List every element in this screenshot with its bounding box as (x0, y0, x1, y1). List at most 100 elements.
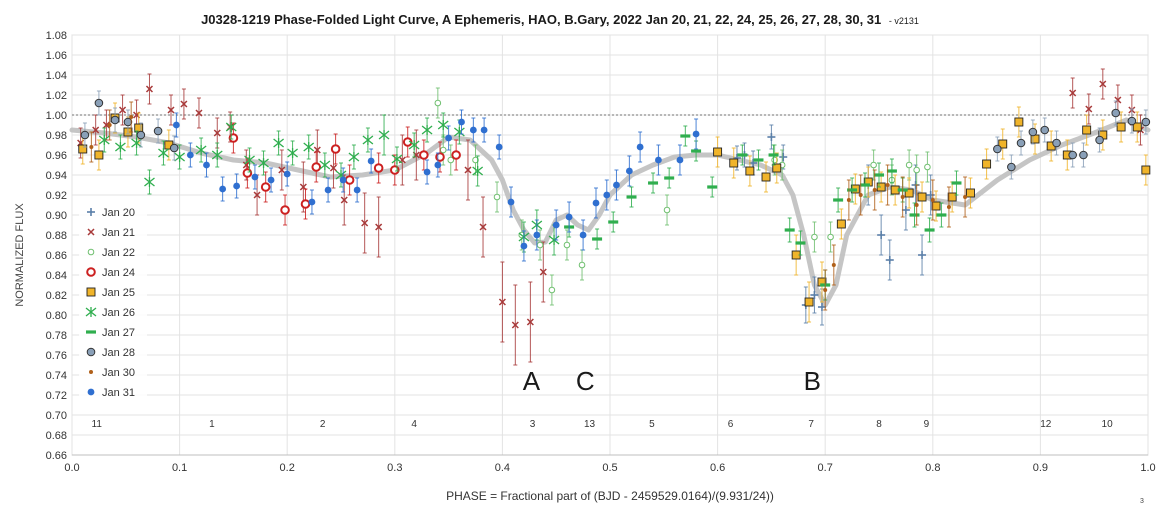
data-point (136, 130, 146, 140)
chart-title: J0328-1219 Phase-Folded Light Curve, A E… (201, 12, 919, 27)
data-point (823, 288, 828, 292)
data-point (603, 191, 611, 199)
data-point (511, 321, 519, 329)
data-point (874, 173, 884, 177)
data-point (768, 153, 779, 157)
data-point (300, 199, 311, 209)
data-point (211, 150, 223, 160)
data-point (707, 185, 718, 189)
data-point (174, 152, 186, 162)
y-tick-label: 1.00 (46, 110, 67, 122)
data-point (1085, 105, 1093, 113)
legend-marker (87, 388, 95, 396)
y-tick-label: 0.88 (46, 230, 67, 242)
data-point (565, 213, 573, 221)
data-point (330, 144, 341, 154)
data-point (172, 121, 180, 129)
data-point (691, 149, 702, 153)
data-point (1099, 80, 1107, 88)
legend-marker (87, 228, 95, 236)
data-point (914, 203, 919, 207)
data-point (885, 183, 890, 187)
data-point (225, 122, 237, 132)
legend-item: Jan 26 (85, 307, 135, 319)
legend-item: Jan 25 (86, 287, 135, 299)
data-point (195, 145, 207, 155)
data-point (308, 198, 316, 206)
data-point (1014, 117, 1024, 127)
data-point (324, 186, 332, 194)
legend-box (79, 200, 147, 404)
data-point (877, 231, 886, 239)
data-point (817, 303, 826, 311)
x-axis-title: PHASE = Fractional part of (BJD - 245952… (446, 489, 774, 503)
data-point (480, 126, 488, 134)
data-point (913, 166, 920, 174)
data-point (472, 156, 479, 164)
x-tick-label: 0.9 (1033, 462, 1048, 474)
data-point (278, 166, 286, 174)
x-tick-label: 0.2 (280, 462, 295, 474)
y-tick-label: 0.90 (46, 210, 67, 222)
legend: Jan 20 Jan 21 Jan 22 Jan 24 Jan 25 Jan 26 Jan … (79, 200, 147, 404)
x-tick-label: 1.0 (1140, 462, 1155, 474)
data-point (904, 188, 914, 198)
data-point (303, 142, 315, 152)
legend-marker (86, 287, 96, 297)
data-point (951, 181, 962, 185)
y-tick-label: 0.96 (46, 150, 67, 162)
data-point (536, 241, 544, 249)
segment-label: 1 (209, 419, 215, 430)
data-point (110, 115, 120, 125)
data-point (1141, 117, 1151, 127)
data-point (311, 162, 322, 172)
data-point (203, 161, 210, 169)
legend-label: Jan 22 (102, 247, 135, 259)
data-point (749, 159, 758, 167)
data-point (329, 164, 337, 172)
data-point (267, 176, 275, 184)
data-point (340, 196, 348, 204)
data-point (779, 153, 788, 161)
legend-item: Jan 20 (87, 207, 135, 219)
data-point (947, 192, 957, 202)
data-point (847, 188, 858, 192)
data-point (936, 213, 947, 217)
data-point (439, 146, 447, 154)
data-point (909, 213, 920, 217)
data-point (846, 198, 851, 202)
data-point (905, 161, 913, 169)
data-point (102, 121, 110, 129)
data-point (753, 158, 764, 162)
data-point (804, 297, 814, 307)
data-point (219, 185, 227, 193)
y-tick-label: 0.78 (46, 330, 67, 342)
chart-version: - v2131 (889, 16, 919, 26)
data-point (244, 155, 255, 165)
data-point (827, 233, 834, 241)
data-point (78, 144, 88, 154)
data-point (526, 318, 534, 326)
footnote: 3 (1140, 498, 1144, 505)
legend-marker (86, 347, 96, 357)
data-point (186, 151, 194, 159)
data-point (592, 237, 603, 241)
data-point (692, 130, 700, 138)
data-point (901, 206, 910, 214)
data-point (233, 182, 241, 190)
segment-label: 11 (92, 419, 103, 430)
x-tick-label: 0.1 (172, 462, 187, 474)
data-point (119, 106, 127, 114)
data-point (80, 130, 90, 140)
data-point (1095, 135, 1104, 145)
data-point (144, 177, 155, 187)
data-point (107, 123, 112, 127)
series-jan-28 (80, 90, 1151, 180)
legend-label: Jan 30 (102, 367, 135, 379)
data-point (831, 263, 836, 267)
legend-marker (86, 267, 96, 277)
data-point (1132, 122, 1142, 132)
chart-title-text: J0328-1219 Phase-Folded Light Curve, A E… (201, 12, 881, 27)
data-point (745, 166, 755, 176)
data-point (1069, 89, 1077, 97)
